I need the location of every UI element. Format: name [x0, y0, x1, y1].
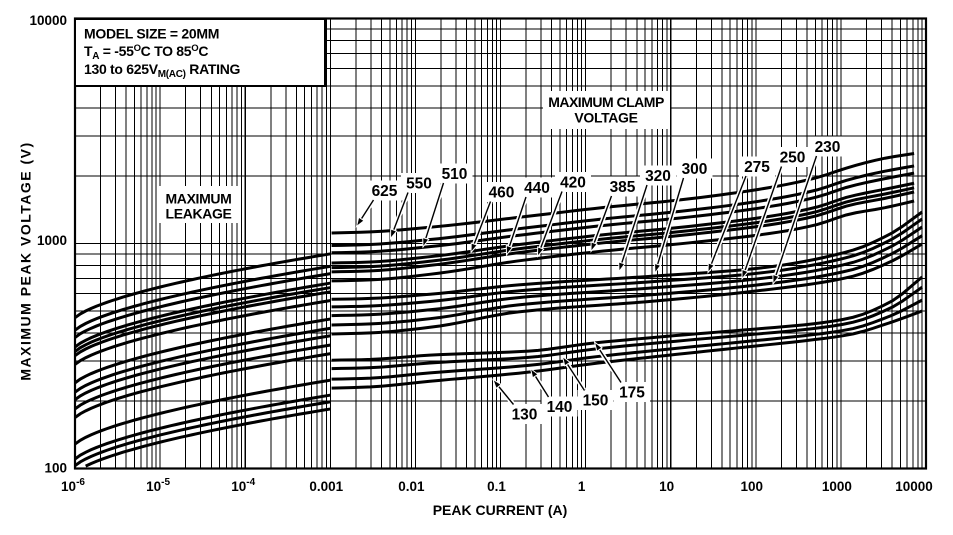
svg-text:385: 385 [610, 179, 636, 196]
svg-text:150: 150 [583, 393, 609, 410]
svg-text:1: 1 [578, 479, 586, 494]
svg-text:550: 550 [406, 176, 432, 193]
svg-text:1000: 1000 [37, 233, 67, 248]
svg-text:100: 100 [741, 479, 764, 494]
svg-text:300: 300 [682, 161, 708, 178]
svg-text:130 to 625VM(AC) RATING: 130 to 625VM(AC) RATING [84, 61, 241, 80]
svg-text:0.001: 0.001 [309, 479, 343, 494]
svg-text:420: 420 [560, 175, 586, 192]
svg-text:140: 140 [547, 399, 573, 416]
svg-text:PEAK CURRENT (A): PEAK CURRENT (A) [433, 502, 568, 518]
svg-text:625: 625 [372, 183, 398, 200]
svg-text:320: 320 [645, 168, 671, 185]
svg-text:440: 440 [524, 180, 550, 197]
svg-text:175: 175 [619, 385, 645, 402]
svg-text:250: 250 [780, 150, 806, 167]
svg-text:10000: 10000 [29, 13, 67, 28]
svg-text:MAXIMUM PEAK VOLTAGE (V): MAXIMUM PEAK VOLTAGE (V) [18, 141, 34, 380]
svg-text:MAXIMUM: MAXIMUM [166, 191, 232, 207]
svg-text:0.01: 0.01 [398, 479, 425, 494]
svg-text:510: 510 [442, 166, 468, 183]
svg-text:460: 460 [489, 185, 515, 202]
svg-text:VOLTAGE: VOLTAGE [574, 110, 637, 126]
svg-text:TA = -55OC TO 85OC: TA = -55OC TO 85OC [84, 43, 208, 62]
svg-text:0.1: 0.1 [487, 479, 506, 494]
svg-text:MODEL SIZE = 20MM: MODEL SIZE = 20MM [84, 26, 219, 42]
svg-text:130: 130 [512, 407, 538, 424]
svg-text:275: 275 [744, 159, 770, 176]
svg-text:1000: 1000 [822, 479, 852, 494]
svg-text:MAXIMUM CLAMP: MAXIMUM CLAMP [548, 94, 664, 110]
svg-text:10: 10 [659, 479, 674, 494]
svg-text:10000: 10000 [895, 479, 933, 494]
svg-text:230: 230 [815, 139, 841, 156]
svg-text:LEAKAGE: LEAKAGE [166, 206, 232, 222]
svg-text:100: 100 [44, 461, 67, 476]
